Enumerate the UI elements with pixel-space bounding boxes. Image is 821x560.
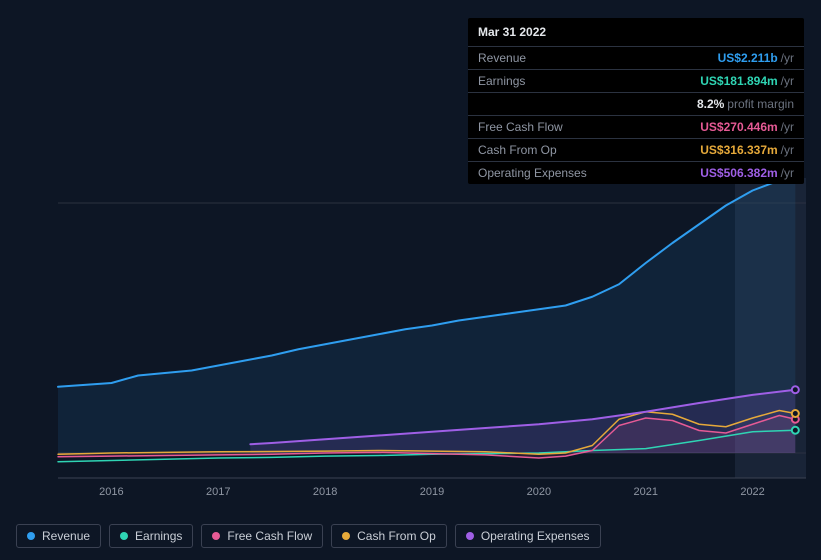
tooltip-value: US$181.894m xyxy=(700,74,777,88)
x-axis-label: 2022 xyxy=(740,486,764,498)
legend-item-revenue[interactable]: Revenue xyxy=(16,524,101,548)
tooltip-unit: /yr xyxy=(781,120,794,134)
legend-label: Revenue xyxy=(42,529,90,543)
legend-label: Free Cash Flow xyxy=(227,529,312,543)
tooltip-value: US$270.446m xyxy=(700,120,777,134)
legend-dot-icon xyxy=(212,532,220,540)
x-axis-label: 2017 xyxy=(206,486,230,498)
tooltip-unit: /yr xyxy=(781,166,794,180)
legend-label: Operating Expenses xyxy=(481,529,590,543)
x-axis-label: 2021 xyxy=(633,486,657,498)
y-axis-label: US$0 xyxy=(0,441,54,453)
legend-item-operating-expenses[interactable]: Operating Expenses xyxy=(455,524,601,548)
tooltip-label: Revenue xyxy=(478,51,718,65)
legend-item-free-cash-flow[interactable]: Free Cash Flow xyxy=(201,524,323,548)
x-axis-label: 2018 xyxy=(313,486,337,498)
legend-item-earnings[interactable]: Earnings xyxy=(109,524,193,548)
tooltip-value: 8.2% xyxy=(697,97,724,111)
legend-item-cash-from-op[interactable]: Cash From Op xyxy=(331,524,447,548)
legend-dot-icon xyxy=(120,532,128,540)
y-axis-label: -US$200m xyxy=(0,466,54,478)
tooltip-label: Operating Expenses xyxy=(478,166,700,180)
y-axis-label: US$2b xyxy=(0,191,54,203)
tooltip-panel: Mar 31 2022 RevenueUS$2.211b/yrEarningsU… xyxy=(468,18,804,184)
tooltip-unit: /yr xyxy=(781,74,794,88)
tooltip-unit: profit margin xyxy=(727,97,794,111)
legend-label: Cash From Op xyxy=(357,529,436,543)
legend-label: Earnings xyxy=(135,529,182,543)
legend-dot-icon xyxy=(466,532,474,540)
tooltip-label: Free Cash Flow xyxy=(478,120,700,134)
tooltip-value: US$316.337m xyxy=(700,143,777,157)
x-axis-label: 2019 xyxy=(420,486,444,498)
tooltip-row: EarningsUS$181.894m/yr xyxy=(468,69,804,92)
tooltip-row: Cash From OpUS$316.337m/yr xyxy=(468,138,804,161)
x-axis-label: 2016 xyxy=(99,486,123,498)
tooltip-row: Operating ExpensesUS$506.382m/yr xyxy=(468,161,804,184)
tooltip-date: Mar 31 2022 xyxy=(468,18,804,46)
tooltip-unit: /yr xyxy=(781,143,794,157)
tooltip-label: Earnings xyxy=(478,74,700,88)
tooltip-label: Cash From Op xyxy=(478,143,700,157)
legend-dot-icon xyxy=(342,532,350,540)
tooltip-value: US$506.382m xyxy=(700,166,777,180)
legend-dot-icon xyxy=(27,532,35,540)
legend: Revenue Earnings Free Cash Flow Cash From O… xyxy=(16,524,601,548)
tooltip-row: 8.2%profit margin xyxy=(468,92,804,115)
tooltip-row: RevenueUS$2.211b/yr xyxy=(468,46,804,69)
tooltip-value: US$2.211b xyxy=(718,51,778,65)
tooltip-row: Free Cash FlowUS$270.446m/yr xyxy=(468,115,804,138)
tooltip-label xyxy=(478,97,697,111)
tooltip-unit: /yr xyxy=(781,51,794,65)
x-axis-label: 2020 xyxy=(527,486,551,498)
